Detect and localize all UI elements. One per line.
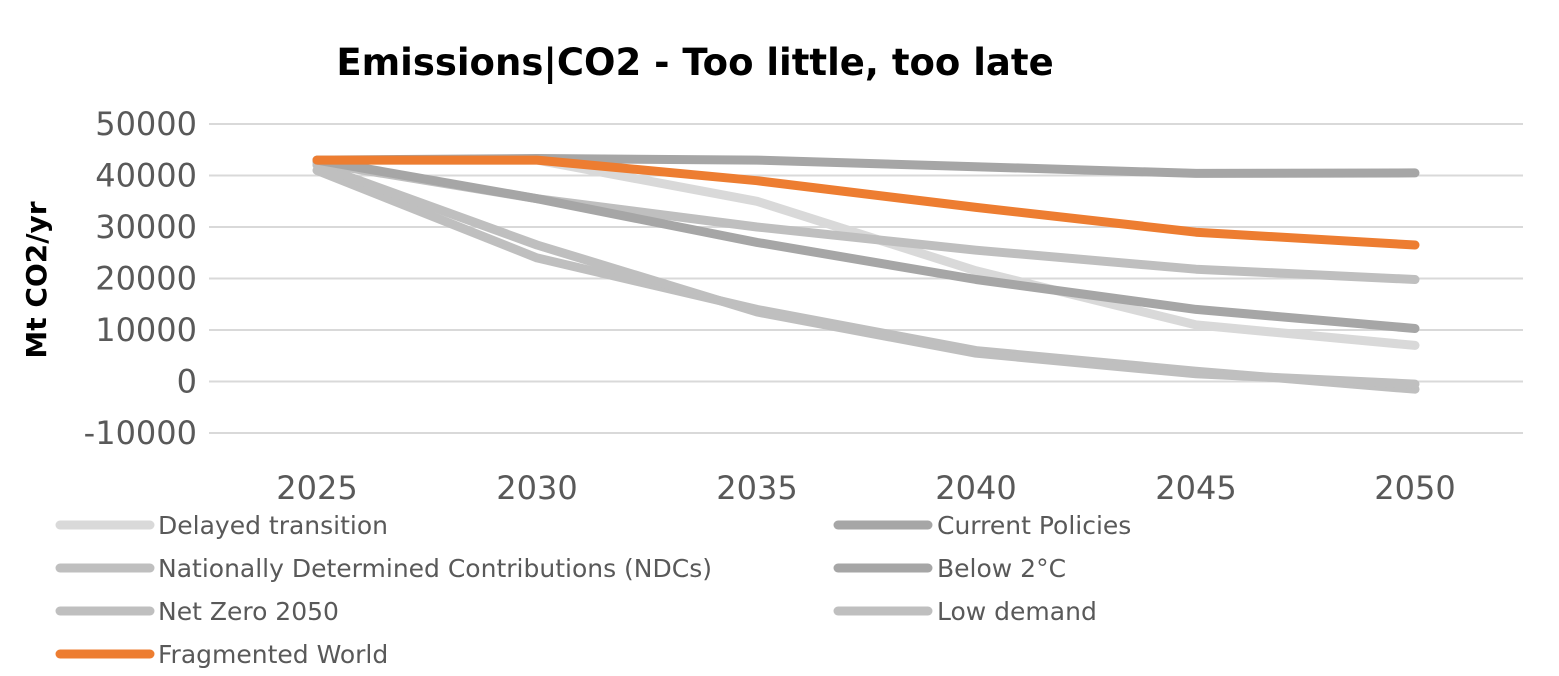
legend-label: Low demand [937,597,1097,626]
legend-label: Fragmented World [158,640,388,669]
series-line-6 [312,155,1420,250]
x-tick-label: 2050 [1374,469,1455,507]
y-tick-label: 30000 [95,208,197,246]
y-tick-label: 40000 [95,157,197,195]
x-tick-label: 2045 [1155,469,1236,507]
series-lines [312,154,1420,394]
legend: Delayed transition Current Policies Nation… [55,511,1131,669]
chart-title: Emissions|CO2 - Too little, too late [336,41,1053,84]
x-tick-label: 2025 [276,469,357,507]
x-tick-labels: 2025 2030 2035 2040 2045 2050 [276,469,1455,507]
series-line-5 [312,160,1420,389]
legend-label: Delayed transition [158,511,388,540]
y-tick-label: 0 [177,363,197,401]
y-tick-labels: 50000 40000 30000 20000 10000 0 -10000 [84,105,197,452]
legend-label: Nationally Determined Contributions (NDC… [158,554,712,583]
y-axis-label: Mt CO2/yr [20,201,53,358]
series-line-3 [312,155,1420,333]
y-tick-label: 10000 [95,311,197,349]
x-tick-label: 2040 [935,469,1016,507]
y-tick-label: -10000 [84,414,197,452]
y-tick-label: 20000 [95,260,197,298]
legend-label: Below 2°C [937,554,1066,583]
x-tick-label: 2030 [496,469,577,507]
legend-label: Net Zero 2050 [158,597,339,626]
series-line-4 [312,165,1420,394]
legend-label: Current Policies [937,511,1131,540]
y-tick-label: 50000 [95,105,197,143]
x-tick-label: 2035 [716,469,797,507]
